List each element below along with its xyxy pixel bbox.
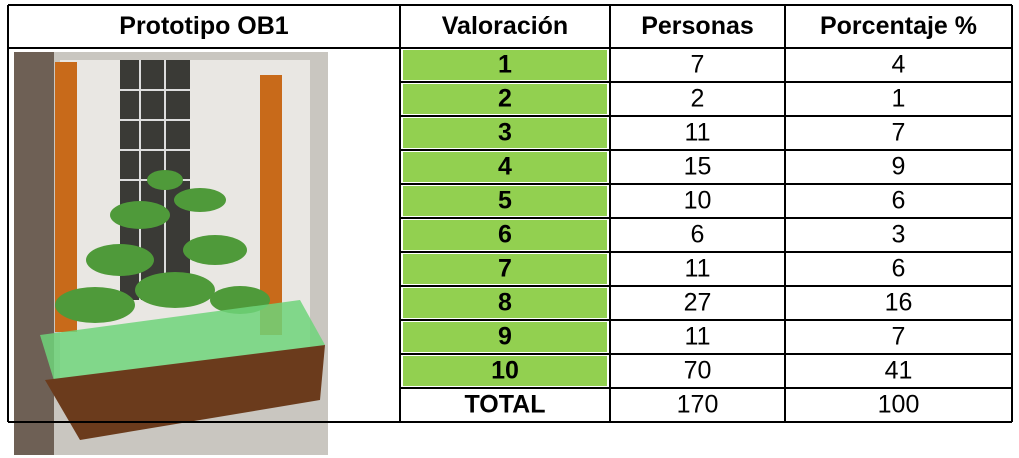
value-cell: 7 — [691, 51, 705, 79]
total-cell: 100 — [878, 391, 920, 419]
value-cell: 2 — [691, 85, 705, 113]
header-cell: Personas — [641, 12, 754, 40]
rating-cell: 2 — [498, 85, 512, 113]
rating-cell: 3 — [498, 119, 512, 147]
rating-cell: 8 — [498, 289, 512, 317]
value-cell: 7 — [892, 323, 906, 351]
header-cell: Valoración — [442, 12, 568, 40]
rating-cell: 9 — [498, 323, 512, 351]
value-cell: 11 — [685, 119, 711, 147]
rating-cell: 1 — [498, 51, 512, 79]
value-cell: 4 — [892, 51, 906, 79]
rating-cell: 10 — [491, 357, 519, 385]
header-cell: Prototipo OB1 — [119, 12, 289, 40]
total-cell: 170 — [677, 391, 719, 419]
value-cell: 7 — [892, 119, 906, 147]
value-cell: 1 — [892, 85, 906, 113]
rating-cell: 6 — [498, 221, 512, 249]
value-cell: 10 — [684, 187, 712, 215]
value-cell: 6 — [892, 255, 906, 283]
table: Prototipo OB1 Valoración Personas Porcentaj… — [0, 0, 1019, 458]
header-cell: Porcentaje % — [820, 12, 977, 40]
value-cell: 11 — [685, 323, 711, 351]
rating-cell: 5 — [498, 187, 512, 215]
value-cell: 41 — [885, 357, 913, 385]
value-cell: 11 — [685, 255, 711, 283]
value-cell: 6 — [691, 221, 705, 249]
rating-cell: 4 — [498, 153, 512, 181]
value-cell: 16 — [885, 289, 913, 317]
rating-cell: 7 — [498, 255, 512, 283]
value-cell: 27 — [684, 289, 712, 317]
value-cell: 3 — [892, 221, 906, 249]
total-cell: TOTAL — [464, 391, 545, 419]
value-cell: 70 — [684, 357, 712, 385]
value-cell: 9 — [892, 153, 906, 181]
value-cell: 15 — [684, 153, 712, 181]
photo — [14, 52, 328, 455]
value-cell: 6 — [892, 187, 906, 215]
